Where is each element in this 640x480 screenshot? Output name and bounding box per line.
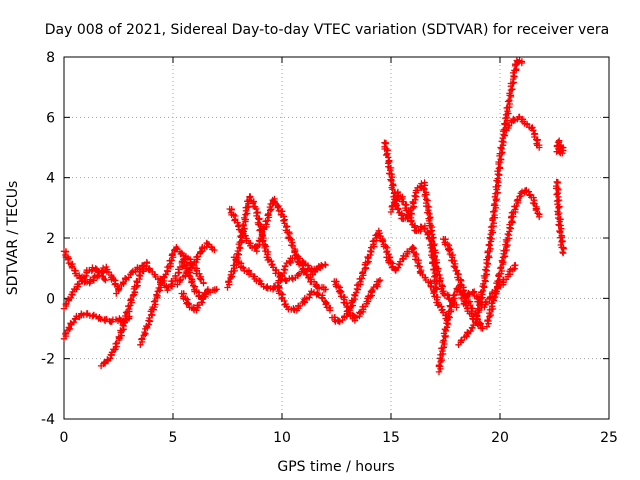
series-sat-v — [483, 186, 543, 330]
series-sat-f — [137, 244, 220, 348]
series-sat-q — [383, 244, 451, 323]
series-sat-u — [503, 113, 543, 151]
chart-title: Day 008 of 2021, Sidereal Day-to-day VTE… — [45, 22, 609, 38]
series-sat-l — [274, 284, 334, 314]
series-marks-sat-g — [174, 239, 218, 288]
series-marks-sat-q — [383, 244, 451, 323]
x-tick-label: 15 — [382, 430, 400, 446]
x-axis-label: GPS time / hours — [277, 459, 394, 475]
x-tick-label: 10 — [273, 430, 291, 446]
series-marks-sat-f — [137, 244, 220, 348]
grid-lines — [64, 57, 609, 419]
series-sat-g — [174, 239, 218, 288]
y-tick-label: 2 — [46, 231, 55, 247]
x-tick-label: 0 — [60, 430, 69, 446]
series-sat-c — [60, 264, 109, 312]
y-tick-label: 8 — [46, 50, 55, 66]
series-marks-sat-t — [455, 57, 526, 348]
series-sat-w — [461, 261, 519, 311]
series-marks-sat-c — [60, 264, 109, 312]
y-tick-label: 6 — [46, 110, 55, 126]
series-sat-x — [552, 178, 567, 257]
y-tick-label: 4 — [46, 171, 55, 187]
series-marks-sat-u — [503, 113, 543, 151]
series-marks-sat-h — [178, 286, 212, 314]
data-points — [60, 57, 567, 376]
x-tick-label: 25 — [600, 430, 618, 446]
y-tick-label: 0 — [46, 291, 55, 307]
series-sat-n — [331, 277, 384, 324]
series-marks-sat-y — [553, 137, 567, 157]
plot-frame — [63, 56, 610, 420]
x-tick-label: 5 — [169, 430, 178, 446]
series-sat-h — [178, 286, 212, 314]
x-tick-label: 20 — [491, 430, 509, 446]
series-marks-sat-w — [461, 261, 519, 311]
series-marks-sat-b — [60, 310, 133, 342]
x-tick-labels: 0 5 10 15 20 25 — [60, 430, 618, 446]
series-sat-t — [455, 57, 526, 348]
series-marks-sat-d — [97, 258, 151, 370]
series-sat-b — [60, 310, 133, 342]
y-tick-labels: -4 -2 0 2 4 6 8 — [41, 50, 55, 428]
y-axis-label: SDTVAR / TECUs — [5, 181, 21, 296]
series-sat-y — [553, 137, 567, 157]
series-marks-sat-x — [552, 178, 567, 257]
y-tick-label: -4 — [41, 412, 55, 428]
series-marks-sat-p — [387, 188, 441, 293]
series-sat-p — [387, 188, 441, 293]
series-marks-sat-l — [274, 284, 334, 314]
series-marks-sat-n — [331, 277, 384, 324]
y-tick-label: -2 — [41, 352, 55, 368]
series-sat-d — [97, 258, 151, 370]
series-marks-sat-v — [483, 186, 543, 330]
